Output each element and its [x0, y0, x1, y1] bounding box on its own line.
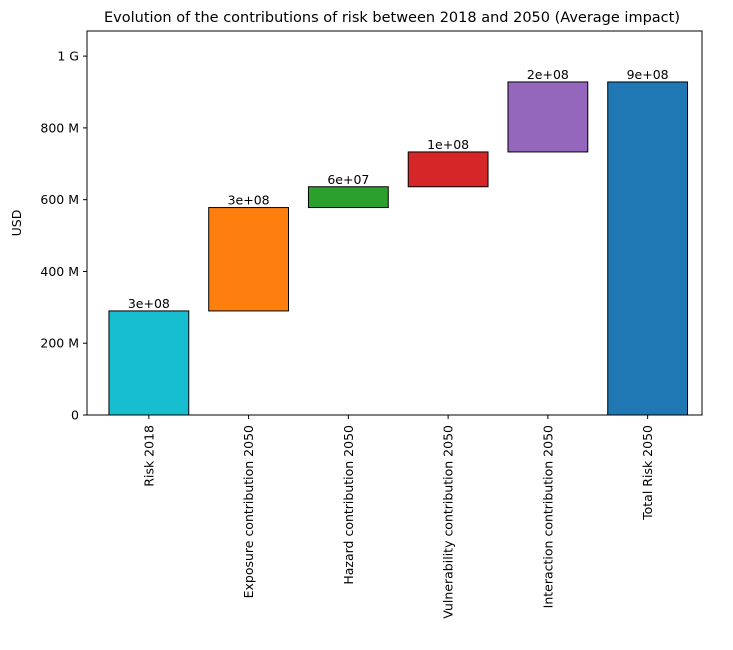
x-tick-label: Total Risk 2050 — [640, 425, 655, 521]
x-tick-label: Hazard contribution 2050 — [341, 425, 356, 585]
bar — [407, 151, 489, 188]
bar-value-label: 9e+08 — [627, 67, 669, 82]
bar — [607, 81, 689, 416]
bar — [507, 81, 589, 153]
chart-title: Evolution of the contributions of risk b… — [104, 10, 680, 26]
y-tick-label: 0 — [71, 408, 79, 423]
x-tick-label: Vulnerability contribution 2050 — [441, 425, 456, 619]
bar — [208, 207, 290, 312]
bar-value-label: 3e+08 — [128, 296, 170, 311]
x-tick-label: Interaction contribution 2050 — [540, 425, 555, 608]
bar-value-label: 6e+07 — [327, 172, 369, 187]
data-labels: 3e+08 3e+08 6e+07 1e+08 2e+08 9e+08 — [128, 67, 669, 311]
plot-frame — [86, 30, 703, 416]
x-tick-label: Risk 2018 — [141, 425, 156, 487]
y-tick-label: 800 M — [40, 120, 79, 135]
x-axis-ticks: Risk 2018 Exposure contribution 2050 Hazar… — [141, 415, 655, 619]
y-tick-label: 200 M — [40, 336, 79, 351]
y-tick-label: 400 M — [40, 264, 79, 279]
y-axis-label: USD — [9, 210, 24, 237]
y-tick-label: 600 M — [40, 192, 79, 207]
bar — [307, 186, 389, 209]
y-axis-ticks: 0 200 M 400 M 600 M 800 M 1 G — [40, 49, 87, 423]
bar-value-label: 1e+08 — [427, 137, 469, 152]
y-tick-label: 1 G — [57, 49, 79, 64]
x-tick-label: Exposure contribution 2050 — [241, 425, 256, 598]
bar-value-label: 2e+08 — [527, 67, 569, 82]
bar-value-label: 3e+08 — [228, 193, 270, 208]
bar — [108, 310, 190, 416]
bars — [108, 81, 689, 416]
